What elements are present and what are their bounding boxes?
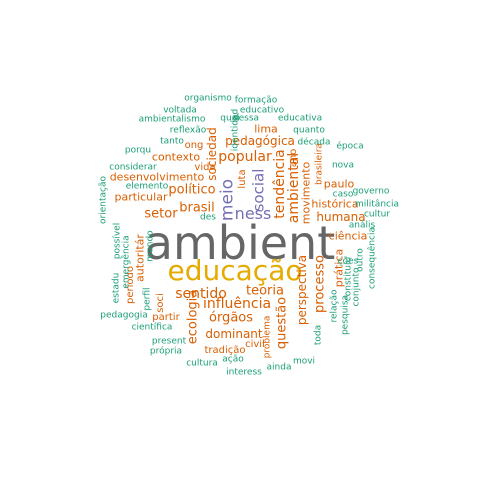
word-civil: civil (245, 339, 265, 350)
word-dominant: dominant (205, 327, 263, 341)
word-ano: ano (288, 148, 299, 168)
word-soci: soci (155, 293, 166, 313)
word-nova: nova (331, 160, 355, 171)
word-quanto: quanto (293, 125, 325, 136)
word-ciencia: ciência (328, 229, 368, 243)
word-vida: vida (194, 162, 216, 173)
word-social: social (249, 168, 268, 212)
word-autoritar: autoritár (133, 234, 147, 282)
word-considerar: considerar (109, 162, 157, 173)
word-educativa: educativa (277, 113, 323, 124)
word-cultura: cultura (186, 358, 218, 369)
word-des: des (200, 212, 216, 223)
word-ness: ness (234, 204, 272, 223)
word-luta: luta (237, 169, 248, 189)
word-ambientalismo: ambientalismo (138, 114, 206, 125)
word-voltada: voltada (163, 105, 197, 116)
word-pedagogica: pedagógica (225, 134, 295, 148)
word-mundo: mundo (145, 230, 156, 262)
word-politico: político (168, 182, 216, 198)
word-lima: lima (254, 122, 278, 136)
word-ong: ong (184, 140, 204, 151)
word-humana: humana (316, 210, 366, 224)
word-present: present (151, 336, 187, 347)
word-relacao: relação (329, 289, 340, 323)
word-desenvolvimento: desenvolvimento (109, 170, 205, 184)
word-problema: problema (262, 315, 273, 359)
word-educativo: educativo (239, 105, 285, 116)
word-formacao: formação (234, 95, 278, 106)
word-consequencia: consequência (367, 226, 378, 290)
word-movi: movi (292, 356, 316, 367)
word-epoca: época (336, 141, 364, 152)
word-porqu: porqu (124, 145, 152, 156)
word-ecologia: ecologia (185, 289, 201, 345)
word-propria: própria (149, 346, 183, 357)
word-dessa: dessa (232, 113, 260, 124)
word-influencia: influência (202, 296, 272, 312)
word-partir: partir (152, 312, 180, 323)
word-pedagogia: pedagogia (100, 310, 148, 321)
word-coes: ções (337, 256, 359, 267)
word-analis: anális (348, 220, 376, 231)
word-tradicao: tradição (204, 345, 246, 356)
word-toda: toda (313, 324, 324, 346)
word-perfil: perfil (142, 287, 153, 311)
word-cientifica: científica (131, 322, 173, 333)
word-interess: interess (226, 367, 262, 378)
word-ainda: ainda (266, 362, 292, 373)
word-setor: setor (144, 206, 178, 222)
word-movimento: movimento (299, 161, 313, 225)
word-pesquisa: pesquisa (340, 294, 351, 336)
word-particular: particular (114, 190, 168, 204)
word-contexto: contexto (151, 150, 201, 164)
word-tendencia: tendência (272, 149, 288, 219)
word-paulo: paulo (323, 177, 355, 191)
word-tanto: tanto (160, 136, 184, 147)
word-educacao: educação (167, 254, 303, 287)
word-processo: processo (312, 255, 328, 313)
word-elemento: elemento (125, 181, 169, 192)
word-sentido: sentido (175, 286, 227, 302)
word-identidad: identidad (230, 108, 241, 152)
word-decada: década (297, 137, 331, 148)
word-meio: meio (217, 178, 238, 222)
word-organismo: organismo (184, 93, 232, 104)
word-historica: histórica (311, 197, 359, 211)
word-conjunto: conjunto (351, 267, 362, 307)
word-cultur: cultur (363, 209, 391, 220)
word-brasileira: brasileira (314, 143, 325, 185)
word-ambient: ambient (144, 216, 336, 270)
word-brasil: brasil (179, 200, 215, 216)
word-orgaos: órgãos (208, 310, 254, 326)
word-acao: ação (222, 354, 244, 365)
word-emergencia: emergência (121, 235, 132, 289)
word-estadu: estadu (111, 272, 122, 304)
word-reflexao: reflexão (169, 125, 207, 136)
word-caso: caso (332, 189, 354, 200)
word-militancia: militância (355, 199, 399, 210)
word-quai: quai (220, 113, 240, 124)
word-questao: questão (274, 296, 290, 350)
word-perspectiva: perspectiva (295, 254, 309, 326)
word-governo: governo (352, 186, 390, 197)
word-teoria: teoria (246, 283, 284, 299)
word-orientacao: orientação (98, 176, 109, 224)
word-popular: popular (218, 149, 272, 165)
